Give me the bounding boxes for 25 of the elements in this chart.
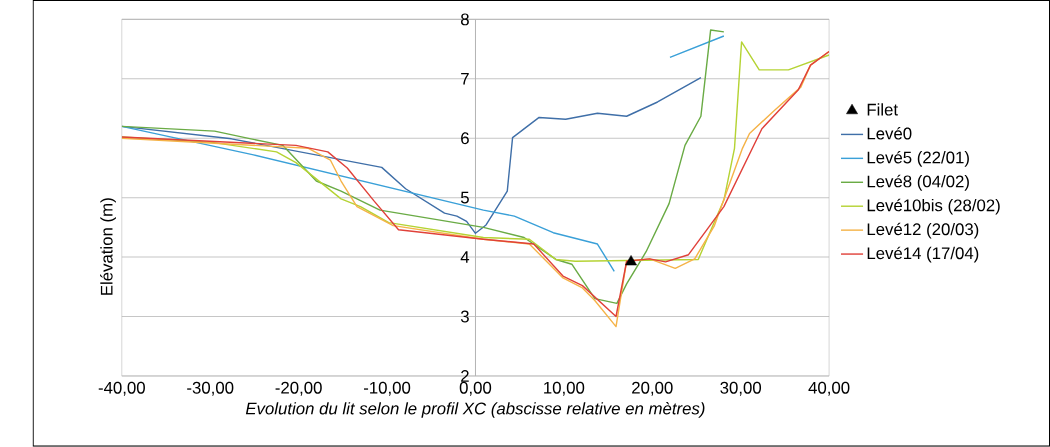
- y-tick-label: 2: [461, 370, 469, 382]
- legend-label: Levé14 (17/04): [867, 246, 979, 263]
- x-tick-label: -10,00: [363, 381, 411, 396]
- y-tick-label: 6: [461, 132, 469, 145]
- legend-label: Filet: [867, 103, 898, 116]
- x-tick-label: 20,00: [632, 381, 673, 396]
- y-tick-label: 8: [460, 13, 469, 26]
- x-tick-label: 10,00: [544, 381, 585, 396]
- x-tick-label: -40,00: [98, 381, 145, 396]
- x-tick-label: 0,00: [459, 381, 492, 396]
- legend-label: Levé10bis (28/02): [867, 198, 1000, 215]
- y-tick-label: 4: [460, 251, 470, 264]
- legend-label: Levé5 (22/01): [867, 151, 969, 167]
- x-tick-label: -20,00: [275, 381, 322, 396]
- x-tick-label: -30,00: [187, 381, 234, 396]
- legend-label: Levé12 (20/03): [867, 222, 979, 239]
- x-axis-title: Evolution du lit selon le profil XC (abscisse relative en mètres): [245, 402, 705, 418]
- x-tick-label: 30,00: [720, 381, 762, 396]
- y-tick-label: 3: [460, 310, 469, 323]
- y-tick-label: 7: [461, 73, 469, 85]
- y-axis-title: Elévation (m): [100, 198, 116, 295]
- x-tick-label: 40,00: [808, 381, 850, 396]
- y-tick-label: 5: [460, 191, 469, 204]
- legend-label: Levé0: [867, 127, 912, 140]
- legend-label: Levé8 (04/02): [867, 175, 969, 191]
